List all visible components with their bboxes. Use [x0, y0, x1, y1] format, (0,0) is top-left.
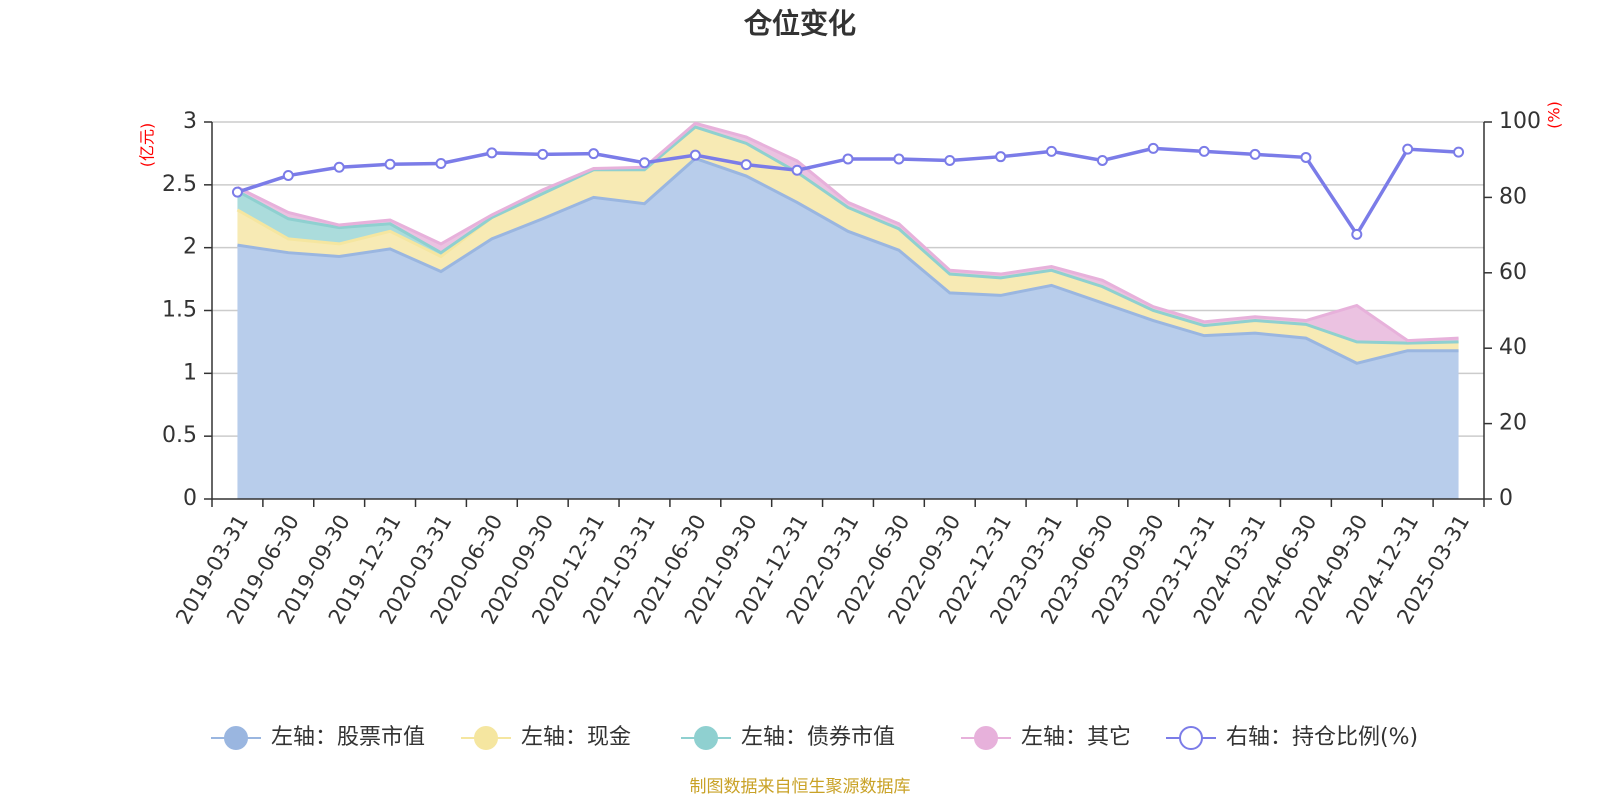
right-tick-label: 20: [1499, 411, 1527, 436]
holding-ratio-point: [995, 151, 1007, 163]
holding-ratio-point: [740, 159, 752, 171]
left-tick-label: 0: [183, 486, 197, 511]
left-tick-label: 1: [183, 360, 197, 385]
line-series-3: [236, 121, 1459, 343]
legend-item-2[interactable]: 左轴：债券市值: [681, 725, 895, 750]
holding-ratio-point: [944, 154, 956, 166]
legend-item-1[interactable]: 左轴：现金: [461, 725, 631, 750]
holding-ratio-point: [333, 161, 345, 173]
data-source-note: 制图数据来自恒生聚源数据库: [690, 777, 911, 797]
left-tick-label: 3: [183, 109, 197, 134]
right-tick-label: 100: [1499, 109, 1541, 134]
holding-ratio-point: [1096, 154, 1108, 166]
holding-ratio-point: [1351, 228, 1363, 240]
series-lines: [236, 121, 1459, 365]
holding-ratio-point: [282, 170, 294, 182]
legend-label: 左轴：股票市值: [271, 725, 425, 750]
left-tick-label: 2.5: [162, 172, 197, 197]
legend-marker: [224, 726, 248, 750]
holding-ratio-point: [384, 158, 396, 170]
right-axis-ticks: 0 20 40 60 80 100: [1484, 109, 1541, 511]
holding-ratio-point: [435, 157, 447, 169]
chart-title: 仓位变化: [744, 7, 856, 40]
holding-ratio-point: [1046, 145, 1058, 157]
legend-marker: [474, 726, 498, 750]
holding-ratio-point: [893, 153, 905, 165]
holding-ratio-point: [1300, 151, 1312, 163]
holding-ratio-point: [1402, 143, 1414, 155]
legend-item-3[interactable]: 左轴：其它: [961, 725, 1131, 750]
legend[interactable]: 左轴：股票市值 左轴：现金 左轴：债券市值 左轴：其它 右轴：持仓比例(%): [211, 725, 1418, 750]
x-axis-ticks: 2019-03-312019-06-302019-09-302019-12-31…: [171, 499, 1485, 628]
holding-ratio-series: [231, 142, 1465, 240]
right-tick-label: 40: [1499, 335, 1527, 360]
legend-marker: [1179, 726, 1203, 750]
left-tick-label: 1.5: [162, 298, 197, 323]
right-axis-unit: (%): [1545, 101, 1564, 129]
holding-ratio-point: [588, 148, 600, 160]
left-tick-label: 0.5: [162, 423, 197, 448]
line-series-0: [237, 156, 1459, 365]
holding-ratio-point: [1249, 148, 1261, 160]
legend-marker: [694, 726, 718, 750]
area-series-0: [237, 158, 1459, 499]
right-tick-label: 60: [1499, 260, 1527, 285]
left-tick-label: 2: [183, 235, 197, 260]
right-tick-label: 0: [1499, 486, 1513, 511]
right-tick-label: 80: [1499, 184, 1527, 209]
holding-ratio-point: [1198, 145, 1210, 157]
legend-marker: [974, 726, 998, 750]
holding-ratio-point: [486, 147, 498, 159]
legend-item-4[interactable]: 右轴：持仓比例(%): [1166, 725, 1418, 750]
legend-label: 左轴：其它: [1021, 725, 1131, 750]
holding-ratio-point: [638, 157, 650, 169]
left-axis-unit: (亿元): [138, 123, 157, 168]
holding-ratio-point: [1453, 146, 1465, 158]
legend-label: 左轴：债券市值: [741, 725, 895, 750]
left-axis-ticks: 0 0.5 1 1.5 2 2.5 3: [162, 109, 212, 511]
holding-ratio-point: [1147, 142, 1159, 154]
legend-item-0[interactable]: 左轴：股票市值: [211, 725, 425, 750]
holding-ratio-point: [791, 164, 803, 176]
holding-ratio-point: [537, 148, 549, 160]
line-series-2: [236, 125, 1459, 345]
area-series-3: [237, 123, 1459, 344]
holding-ratio-point: [689, 149, 701, 161]
legend-label: 右轴：持仓比例(%): [1226, 725, 1418, 750]
holding-ratio-point: [231, 186, 243, 198]
holding-ratio-point: [842, 153, 854, 165]
legend-label: 左轴：现金: [521, 725, 631, 750]
